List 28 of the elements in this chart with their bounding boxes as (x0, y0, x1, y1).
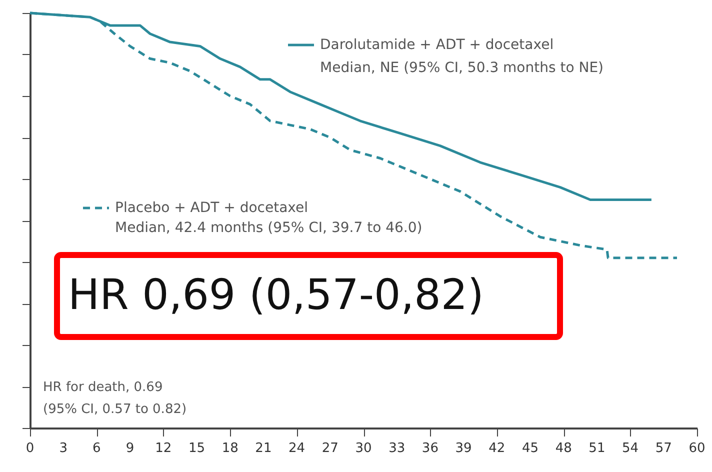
x-tick-label: 36 (422, 441, 438, 456)
x-tick-label: 27 (322, 441, 338, 456)
x-tick-label: 6 (92, 441, 101, 456)
annotation: HR 0,69 (0,57-0,82) (68, 270, 484, 319)
x-tick-label: 15 (188, 441, 206, 456)
x-tick-label: 48 (555, 441, 572, 456)
x-tick-label: 51 (588, 441, 606, 456)
annotation: Median, 42.4 months (95% CI, 39.7 to 46.0) (115, 220, 422, 236)
x-tick-label: 30 (355, 441, 372, 456)
x-tick-label: 39 (455, 441, 472, 456)
annotation: HR for death, 0.69 (43, 380, 163, 395)
legend-label: Placebo + ADT + docetaxel (115, 200, 308, 216)
x-tick-label: 24 (288, 441, 306, 456)
x-tick-label: 60 (688, 441, 706, 456)
x-tick-label: 42 (488, 441, 506, 456)
x-tick-label: 54 (622, 441, 639, 456)
x-tick-label: 57 (655, 441, 672, 456)
x-tick-label: 18 (222, 441, 238, 456)
annotation: (95% CI, 0.57 to 0.82) (43, 402, 187, 417)
legend-label: Darolutamide + ADT + docetaxel (320, 37, 554, 53)
x-tick-label: 0 (26, 441, 34, 456)
x-tick-label: 12 (155, 441, 172, 456)
annotation: Median, NE (95% CI, 50.3 months to NE) (320, 60, 604, 76)
x-tick-label: 45 (522, 441, 539, 456)
x-tick-label: 9 (126, 441, 134, 456)
x-tick-label: 3 (59, 441, 68, 456)
x-tick-label: 33 (388, 441, 406, 456)
x-tick-label: 21 (255, 441, 272, 456)
